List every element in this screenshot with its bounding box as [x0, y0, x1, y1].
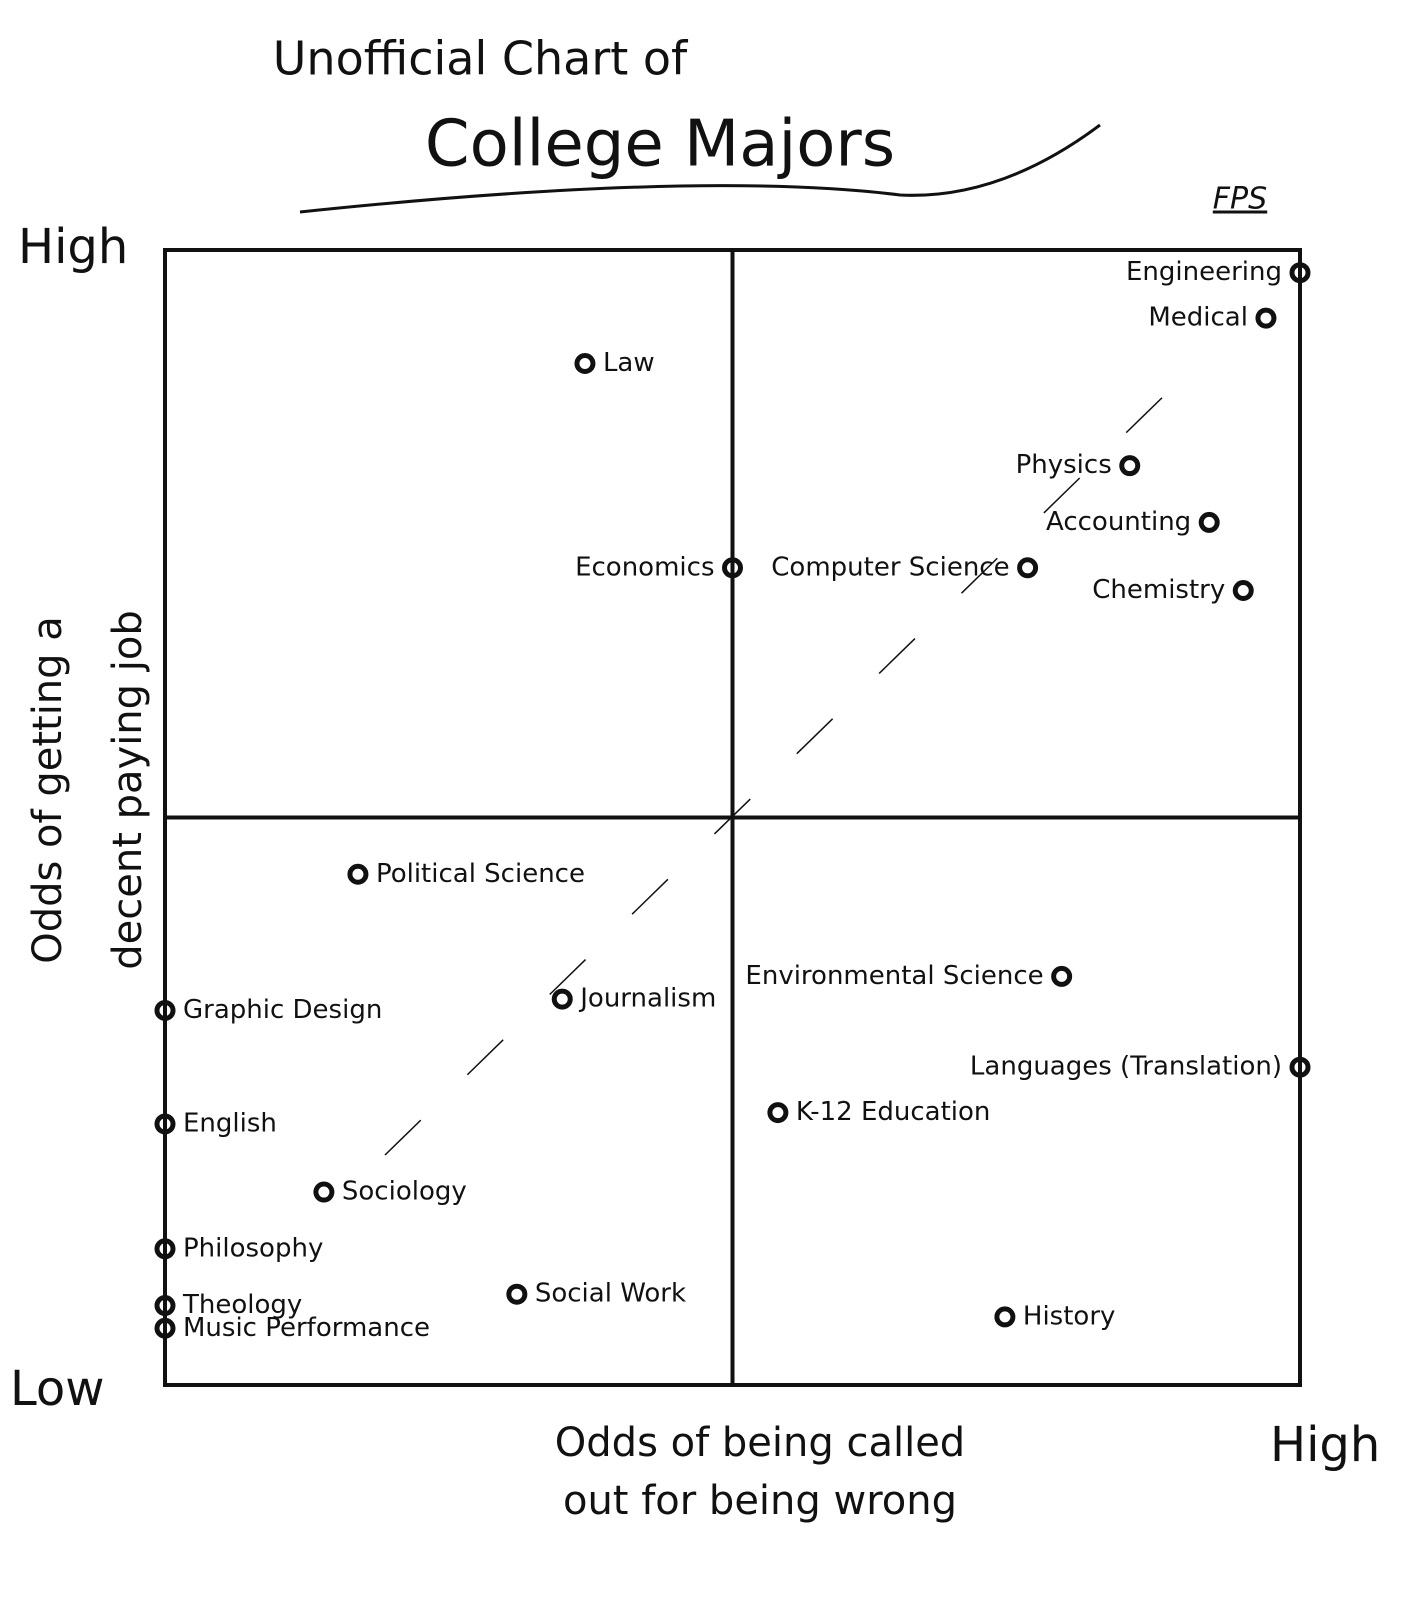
- data-point: [994, 1306, 1016, 1328]
- data-point: [347, 863, 369, 885]
- data-point: [1119, 455, 1141, 477]
- data-point: [1289, 262, 1311, 284]
- point-label: Environmental Science: [745, 961, 1043, 991]
- point-label: Social Work: [535, 1279, 686, 1309]
- point-label: Sociology: [342, 1177, 467, 1207]
- point-label: Medical: [1148, 303, 1248, 333]
- data-point: [154, 999, 176, 1021]
- data-point: [154, 1113, 176, 1135]
- data-point: [1232, 580, 1254, 601]
- point-label: Economics: [575, 552, 714, 582]
- point-label: Law: [603, 348, 655, 378]
- x-axis-label: Odds of being called: [555, 1420, 965, 1466]
- chart-subtitle: College Majors: [425, 108, 895, 182]
- data-point: [551, 988, 573, 1010]
- y-high-label: High: [18, 219, 128, 275]
- y-low-label: Low: [10, 1361, 105, 1417]
- point-label: Chemistry: [1092, 575, 1225, 605]
- title-underline: [299, 123, 1101, 214]
- point-label: K-12 Education: [796, 1097, 991, 1127]
- data-point: [1198, 511, 1220, 533]
- point-label: Philosophy: [183, 1233, 323, 1263]
- point-label: Languages (Translation): [970, 1052, 1282, 1082]
- chart-title: Unofficial Chart of: [273, 32, 689, 86]
- data-point: [767, 1102, 789, 1124]
- data-point: [154, 1238, 176, 1260]
- point-label: History: [1023, 1301, 1116, 1331]
- data-point: [1051, 965, 1073, 987]
- point-label: Music Performance: [183, 1313, 430, 1343]
- x-high-label: High: [1270, 1417, 1380, 1473]
- point-label: Journalism: [578, 984, 716, 1014]
- point-label: Accounting: [1046, 507, 1191, 537]
- y-axis-label: Odds of getting a: [25, 616, 71, 964]
- data-point: [1017, 557, 1039, 579]
- data-point: [506, 1283, 528, 1305]
- data-point: [574, 353, 596, 374]
- point-label: Graphic Design: [183, 995, 382, 1025]
- diagonal: [384, 389, 1171, 1156]
- point-label: Political Science: [376, 859, 585, 889]
- point-label: Computer Science: [771, 552, 1009, 582]
- data-point: [722, 557, 743, 579]
- data-point: [154, 1317, 176, 1339]
- data-point: [154, 1295, 176, 1317]
- data-point: [1289, 1056, 1311, 1078]
- point-label: Theology: [182, 1290, 302, 1320]
- y-axis-label: decent paying job: [105, 610, 151, 969]
- signature: FPS: [1213, 182, 1267, 217]
- x-axis-label: out for being wrong: [563, 1478, 957, 1524]
- point-label: Engineering: [1126, 257, 1282, 287]
- data-point: [1255, 307, 1277, 329]
- data-point: [313, 1181, 335, 1203]
- point-label: Physics: [1016, 450, 1112, 480]
- point-label: English: [183, 1108, 277, 1138]
